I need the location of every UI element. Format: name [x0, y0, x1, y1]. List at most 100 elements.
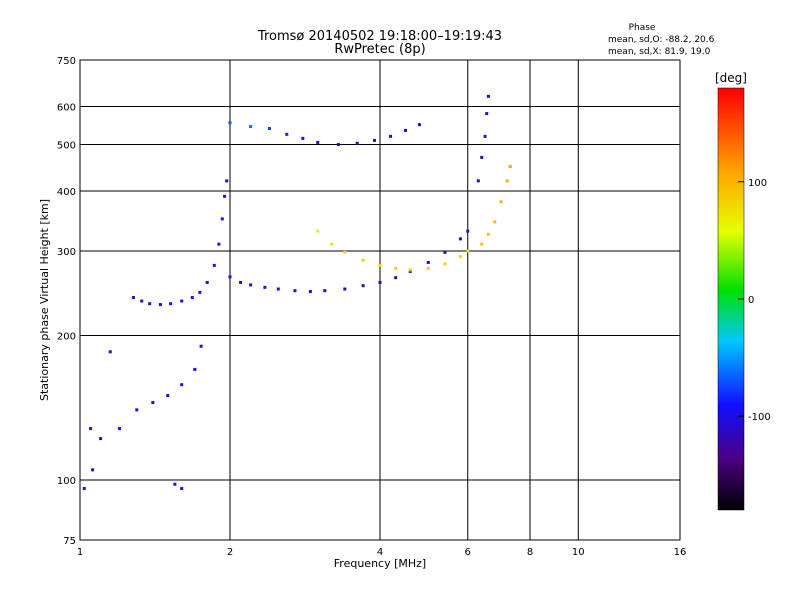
data-point: [485, 112, 489, 116]
data-point: [480, 242, 484, 246]
data-point: [148, 302, 152, 306]
y-axis-label: Stationary phase Virtual Height [km]: [38, 199, 51, 401]
stats-x-mode: mean, sd,X: 81.9, 19.0: [608, 47, 711, 57]
data-point: [493, 220, 497, 224]
data-point: [499, 200, 503, 204]
data-point: [417, 123, 421, 127]
data-point: [486, 232, 490, 236]
data-point: [361, 284, 365, 288]
data-point: [267, 126, 271, 130]
data-point: [276, 287, 280, 291]
data-point: [239, 280, 243, 284]
data-point: [426, 260, 430, 264]
colorbar-tick-label: -100: [748, 412, 771, 423]
x-tick-label: 2: [227, 547, 233, 558]
data-point: [443, 250, 447, 254]
data-point: [293, 289, 297, 293]
stats-heading: Phase: [629, 23, 656, 33]
y-tick-label: 400: [57, 187, 76, 198]
plot-area: 1 2 4 6 8 10 16 75 100 200 300 400 500 600 750: [57, 56, 686, 558]
data-point: [166, 394, 170, 398]
data-point: [373, 138, 377, 142]
data-point: [323, 289, 327, 293]
colorbar-tick-label: 0: [748, 295, 754, 306]
data-point: [205, 280, 209, 284]
x-axis-ticks: 1 2 4 6 8 10 16: [77, 547, 687, 558]
colorbar: [deg] 100 0 -100: [715, 71, 771, 511]
data-point: [89, 427, 93, 431]
colorbar-unit: [deg]: [715, 71, 747, 85]
data-point: [394, 266, 398, 270]
data-point: [225, 179, 229, 183]
data-point: [426, 266, 430, 270]
data-point: [316, 229, 320, 233]
data-point: [301, 136, 305, 140]
x-tick-label: 6: [465, 547, 471, 558]
x-axis-label: Frequency [MHz]: [334, 557, 426, 570]
data-point: [408, 269, 412, 273]
chart-subtitle: RwPretec (8p): [334, 42, 425, 57]
y-tick-label: 750: [57, 56, 76, 67]
data-point: [403, 128, 407, 132]
y-tick-label: 600: [57, 103, 76, 114]
stats-o-mode: mean, sd,O: -88.2, 20.6: [608, 35, 715, 45]
y-tick-label: 300: [57, 247, 76, 258]
data-point: [443, 262, 447, 266]
grid-lines: [80, 60, 680, 540]
x-tick-label: 4: [377, 547, 383, 558]
data-point: [458, 237, 462, 241]
data-point: [458, 255, 462, 259]
data-point: [180, 487, 184, 491]
x-tick-label: 16: [674, 547, 687, 558]
y-tick-label: 500: [57, 141, 76, 152]
chart-title: Tromsø 20140502 19:18:00–19:19:43: [257, 29, 502, 44]
data-point: [173, 482, 177, 486]
data-point: [99, 437, 103, 441]
data-point: [480, 155, 484, 159]
data-point: [217, 242, 221, 246]
data-point: [408, 268, 412, 272]
data-point: [249, 283, 253, 287]
data-point: [249, 125, 253, 129]
colorbar-tick-label: 100: [748, 178, 767, 189]
data-point: [180, 383, 184, 387]
data-point: [508, 164, 512, 168]
data-point: [180, 299, 184, 303]
data-point: [486, 94, 490, 98]
data-points: [82, 94, 512, 491]
data-point: [228, 275, 232, 279]
data-point: [343, 250, 347, 254]
data-point: [108, 350, 112, 354]
data-point: [336, 143, 340, 147]
data-point: [389, 134, 393, 138]
data-point: [466, 229, 470, 233]
y-axis-ticks: 75 100 200 300 400 500 600 750: [57, 56, 76, 547]
data-point: [193, 367, 197, 371]
data-point: [135, 408, 139, 412]
data-point: [378, 280, 382, 284]
data-point: [476, 179, 480, 183]
data-point: [378, 263, 382, 267]
data-point: [140, 299, 144, 303]
data-point: [91, 468, 95, 472]
data-point: [198, 290, 202, 294]
data-point: [316, 140, 320, 144]
data-point: [117, 427, 121, 431]
data-point: [285, 132, 289, 136]
x-tick-label: 1: [77, 547, 83, 558]
data-point: [151, 401, 155, 405]
data-point: [308, 290, 312, 294]
data-point: [505, 179, 509, 183]
data-point: [220, 217, 224, 221]
data-point: [466, 249, 470, 253]
colorbar-ticks: 100 0 -100: [738, 178, 771, 423]
data-point: [131, 296, 135, 300]
data-point: [483, 134, 487, 138]
data-point: [82, 487, 86, 491]
data-point: [355, 141, 359, 145]
y-tick-label: 200: [57, 332, 76, 343]
data-point: [394, 276, 398, 280]
y-tick-label: 100: [57, 476, 76, 487]
data-point: [228, 121, 232, 125]
